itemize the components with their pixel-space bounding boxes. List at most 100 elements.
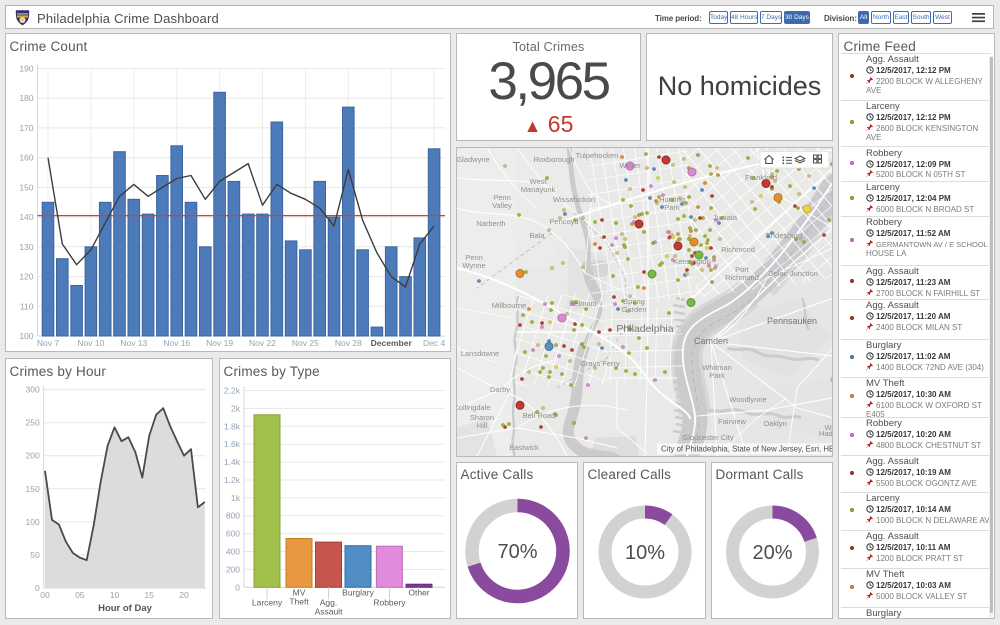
svg-text:Valley: Valley (492, 201, 512, 210)
svg-text:Dec 4: Dec 4 (423, 338, 445, 348)
svg-text:Woodlynne: Woodlynne (729, 395, 766, 404)
svg-text:Garden: Garden (621, 305, 646, 314)
svg-text:50: 50 (30, 550, 40, 560)
svg-text:Spring: Spring (623, 297, 645, 306)
svg-text:100: 100 (26, 517, 40, 527)
svg-text:Wynne: Wynne (462, 261, 485, 270)
svg-text:Park: Park (664, 203, 680, 212)
svg-text:Gladwyne: Gladwyne (457, 155, 490, 164)
svg-text:Bala: Bala (529, 231, 545, 240)
svg-text:2k: 2k (231, 403, 241, 413)
svg-text:170: 170 (19, 123, 33, 133)
svg-text:05: 05 (75, 590, 85, 600)
svg-text:Richmond: Richmond (721, 245, 755, 254)
svg-text:Burglary: Burglary (342, 587, 374, 597)
svg-text:Philadelphia: Philadelphia (616, 323, 673, 335)
svg-text:10%: 10% (625, 542, 665, 564)
svg-text:00: 00 (40, 590, 50, 600)
svg-text:We: We (824, 423, 832, 432)
svg-text:1k: 1k (231, 493, 241, 503)
svg-text:1.6k: 1.6k (224, 439, 241, 449)
svg-text:Lansdowne: Lansdowne (461, 349, 499, 358)
svg-text:Wister: Wister (619, 161, 641, 170)
svg-text:Kensington: Kensington (673, 257, 711, 266)
svg-text:MV: MV (293, 587, 306, 597)
svg-text:Wissahickon: Wissahickon (553, 195, 595, 204)
svg-text:Nov 10: Nov 10 (77, 338, 104, 348)
svg-text:150: 150 (26, 484, 40, 494)
svg-text:Juniata: Juniata (713, 213, 738, 222)
svg-text:Park: Park (709, 371, 725, 380)
svg-text:Grays Ferry: Grays Ferry (580, 359, 620, 368)
svg-text:Bell Road: Bell Road (523, 411, 556, 420)
svg-text:Port: Port (735, 265, 750, 274)
svg-text:Eastwick: Eastwick (509, 443, 539, 452)
svg-text:100: 100 (19, 331, 33, 341)
svg-text:800: 800 (226, 511, 240, 521)
svg-text:Hill: Hill (477, 421, 488, 430)
svg-text:Manayunk: Manayunk (521, 185, 556, 194)
svg-text:2.2k: 2.2k (224, 386, 241, 396)
svg-text:Delair Junction: Delair Junction (768, 269, 818, 278)
svg-text:Haddo: Haddo (819, 429, 832, 438)
svg-text:Whitman: Whitman (702, 363, 732, 372)
svg-text:160: 160 (19, 153, 33, 163)
svg-text:1.8k: 1.8k (224, 421, 241, 431)
svg-text:Other: Other (408, 587, 429, 597)
svg-text:Nov 25: Nov 25 (292, 338, 319, 348)
svg-text:Nov 19: Nov 19 (206, 338, 233, 348)
svg-text:Camden: Camden (694, 336, 728, 346)
svg-text:Agg.: Agg. (320, 597, 338, 607)
svg-text:Belmont: Belmont (569, 299, 597, 308)
svg-text:City of Philadelphia, State of: City of Philadelphia, State of New Jerse… (661, 445, 832, 454)
svg-text:20: 20 (179, 590, 189, 600)
svg-text:110: 110 (20, 301, 34, 311)
svg-text:Larceny: Larceny (252, 597, 283, 607)
svg-text:300: 300 (26, 385, 40, 395)
svg-text:120: 120 (19, 272, 33, 282)
svg-text:190: 190 (19, 64, 33, 74)
svg-text:Hour of Day: Hour of Day (98, 603, 153, 614)
svg-text:Hunting: Hunting (659, 195, 685, 204)
svg-text:1.4k: 1.4k (224, 457, 241, 467)
svg-text:20%: 20% (752, 542, 792, 564)
svg-text:Frankford: Frankford (745, 173, 777, 182)
svg-text:West: West (530, 177, 548, 186)
svg-text:Nov 13: Nov 13 (120, 338, 147, 348)
svg-text:150: 150 (19, 182, 33, 192)
svg-text:400: 400 (226, 547, 240, 557)
svg-text:Millbourne: Millbourne (492, 301, 527, 310)
svg-text:Sharon: Sharon (470, 413, 494, 422)
svg-text:Darby: Darby (490, 385, 510, 394)
svg-text:130: 130 (19, 242, 33, 252)
svg-text:Assault: Assault (315, 606, 344, 616)
svg-text:15: 15 (144, 590, 154, 600)
svg-text:Tulpehocken: Tulpehocken (576, 151, 619, 160)
svg-text:Pencoyd: Pencoyd (549, 217, 578, 226)
svg-text:140: 140 (19, 212, 33, 222)
svg-text:200: 200 (226, 564, 240, 574)
svg-text:180: 180 (19, 93, 33, 103)
svg-text:December: December (371, 338, 413, 348)
svg-text:Nov 7: Nov 7 (37, 338, 59, 348)
svg-text:0: 0 (35, 583, 40, 593)
svg-text:Robbery: Robbery (373, 597, 406, 607)
svg-text:Gloucester City: Gloucester City (682, 433, 734, 442)
svg-text:Collingdale: Collingdale (457, 403, 491, 412)
svg-text:Bridesburg: Bridesburg (766, 231, 802, 240)
svg-text:Oaklyn: Oaklyn (763, 419, 786, 428)
svg-text:Penn: Penn (465, 253, 483, 262)
svg-text:200: 200 (26, 451, 40, 461)
svg-text:250: 250 (26, 418, 40, 428)
svg-text:Nov 16: Nov 16 (163, 338, 190, 348)
svg-text:Fairview: Fairview (718, 417, 747, 426)
svg-text:Nov 28: Nov 28 (335, 338, 362, 348)
svg-text:Narberth: Narberth (476, 219, 505, 228)
svg-text:600: 600 (226, 529, 240, 539)
svg-text:C: C (830, 375, 832, 384)
svg-text:Nov 22: Nov 22 (249, 338, 276, 348)
svg-text:70%: 70% (497, 541, 537, 563)
svg-text:Richmond: Richmond (725, 273, 759, 282)
svg-text:Penn: Penn (493, 193, 511, 202)
svg-text:Pennsauken: Pennsauken (767, 316, 817, 326)
